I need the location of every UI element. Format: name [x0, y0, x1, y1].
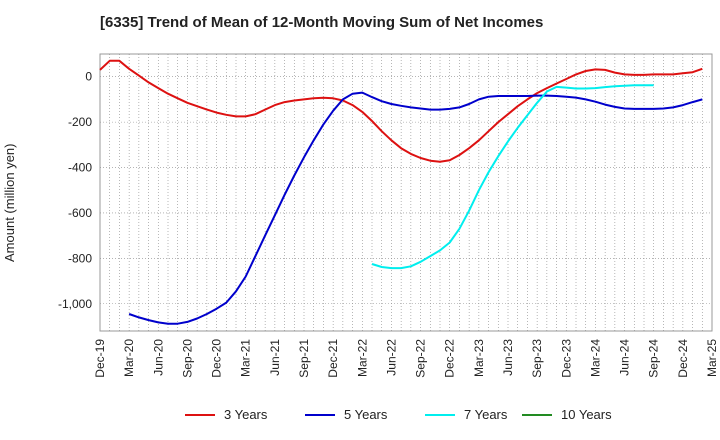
x-tick-label: Mar-25	[705, 339, 719, 377]
x-tick-label: Jun-24	[618, 339, 632, 376]
chart-title: [6335] Trend of Mean of 12-Month Moving …	[100, 14, 544, 31]
x-tick-label: Jun-22	[384, 339, 398, 376]
x-tick-label: Sep-21	[297, 339, 311, 378]
x-tick-label: Sep-20	[180, 339, 194, 378]
x-tick-label: Jun-21	[268, 339, 282, 376]
x-tick-label: Mar-23	[472, 339, 486, 377]
series-line-7-years	[371, 84, 654, 270]
x-tick-label: Mar-21	[239, 339, 253, 377]
y-tick-label: 0	[85, 70, 92, 84]
x-tick-label: Sep-24	[647, 339, 661, 378]
x-tick-label: Sep-22	[414, 339, 428, 378]
y-tick-label: -1,000	[58, 297, 92, 311]
plot-area	[99, 53, 713, 332]
y-tick-label: -600	[68, 206, 92, 220]
y-tick-label: -400	[68, 161, 92, 175]
x-tick-label: Mar-22	[355, 339, 369, 377]
series-line-3-years	[99, 59, 703, 163]
legend-label-7-years: 7 Years	[464, 407, 508, 422]
x-tick-label: Dec-20	[210, 339, 224, 378]
x-tick-label: Dec-19	[93, 339, 107, 378]
x-tick-label: Dec-24	[676, 339, 690, 378]
y-tick-label: -800	[68, 251, 92, 265]
series-line-5-years	[128, 91, 703, 325]
x-tick-label: Jun-20	[151, 339, 165, 376]
x-tick-label: Dec-22	[443, 339, 457, 378]
legend-label-10-years: 10 Years	[561, 407, 612, 422]
y-tick-label: -200	[68, 115, 92, 129]
legend-label-5-years: 5 Years	[344, 407, 388, 422]
x-tick-label: Dec-23	[559, 339, 573, 378]
x-tick-label: Dec-21	[326, 339, 340, 378]
x-tick-label: Mar-20	[122, 339, 136, 377]
x-tick-label: Mar-24	[588, 339, 602, 377]
legend-label-3-years: 3 Years	[224, 407, 268, 422]
x-tick-label: Sep-23	[530, 339, 544, 378]
x-tick-label: Jun-23	[501, 339, 515, 376]
